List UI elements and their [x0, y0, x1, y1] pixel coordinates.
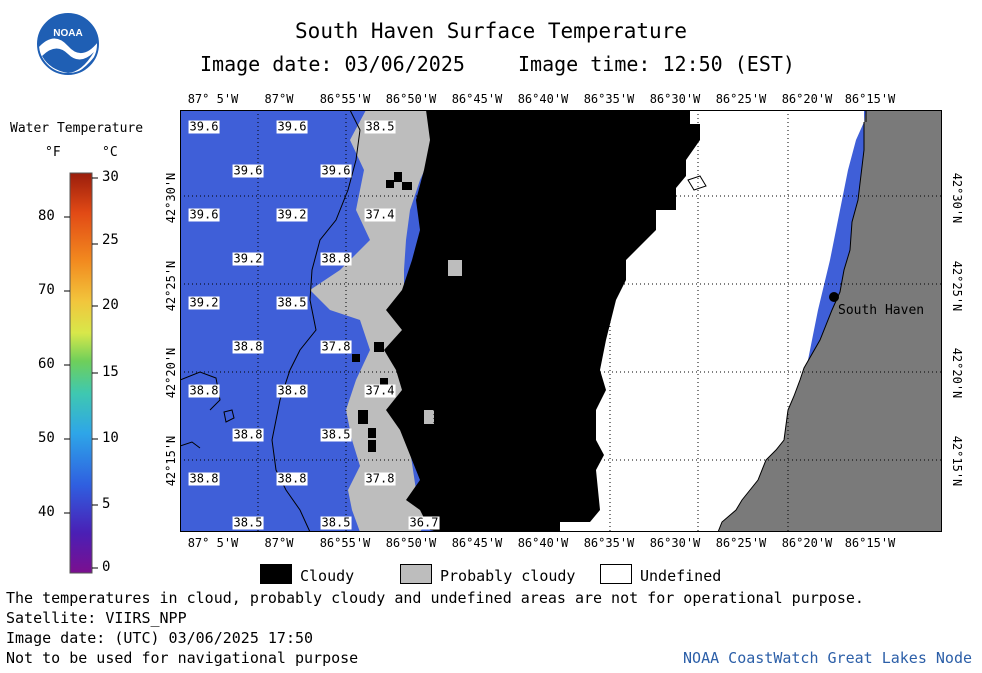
land-area [718, 110, 942, 532]
temperature-label: 38.8 [232, 427, 264, 442]
temperature-label: 38.8 [232, 339, 264, 354]
legend-f-tick: 80 [38, 208, 55, 224]
temperature-label: 37.8 [364, 471, 396, 486]
bottom-lon-label: 86°35'W [583, 536, 635, 550]
legend-unit-f: °F [45, 145, 61, 160]
temperature-label: 38.5 [276, 295, 308, 310]
top-lon-label: 86°30'W [649, 92, 701, 106]
top-lon-label: 86°55'W [319, 92, 371, 106]
temperature-label: 36.7 [408, 515, 440, 530]
top-lon-label: 87°W [264, 92, 294, 106]
image-date: Image date: 03/06/2025 [200, 52, 465, 76]
top-lon-label: 86°25'W [715, 92, 767, 106]
noaa-logo: NOAA [36, 12, 100, 76]
top-lon-label: 86°20'W [781, 92, 833, 106]
temperature-label: 38.8 [320, 251, 352, 266]
temperature-label: 38.8 [188, 383, 220, 398]
legend-c-tick: 5 [102, 496, 111, 512]
noaa-logo-text: NOAA [53, 28, 82, 39]
cloudy-area [384, 110, 700, 532]
right-lat-label: 42°15'N [950, 435, 964, 487]
temperature-label: 39.6 [320, 163, 352, 178]
image-time: Image time: 12:50 (EST) [518, 52, 795, 76]
temperature-label: 39.6 [188, 119, 220, 134]
legend-f-tick: 40 [38, 504, 55, 520]
top-lon-label: 86°15'W [844, 92, 896, 106]
temperature-label: 38.8 [276, 471, 308, 486]
temperature-label: 39.2 [232, 251, 264, 266]
bottom-lon-label: 86°50'W [385, 536, 437, 550]
left-lat-label: 42°20'N [164, 347, 178, 399]
key-undefined-label: Undefined [640, 567, 722, 585]
legend-c-tick: 25 [102, 232, 119, 248]
temperature-map [180, 110, 942, 532]
top-lon-label: 86°50'W [385, 92, 437, 106]
legend-title: Water Temperature [10, 121, 144, 136]
legend-c-tick: 15 [102, 364, 119, 380]
key-cloudy-label: Cloudy [300, 567, 355, 585]
temperature-label: 38.5 [364, 119, 396, 134]
bottom-lon-label: 86°20'W [781, 536, 833, 550]
legend-unit-c: °C [102, 145, 118, 160]
top-lon-label: 87° 5'W [187, 92, 239, 106]
bottom-lon-label: 86°55'W [319, 536, 371, 550]
color-scale-bar [64, 172, 98, 574]
legend-c-tick: 20 [102, 297, 119, 313]
legend-c-tick: 30 [102, 169, 119, 185]
footer-note: The temperatures in cloud, probably clou… [6, 589, 864, 607]
temperature-label: 38.5 [232, 515, 264, 530]
bottom-lon-label: 86°30'W [649, 536, 701, 550]
top-lon-label: 86°45'W [451, 92, 503, 106]
south-haven-marker [829, 292, 839, 302]
bottom-lon-label: 86°25'W [715, 536, 767, 550]
left-lat-label: 42°25'N [164, 260, 178, 312]
legend-c-tick: 0 [102, 559, 111, 575]
temperature-label: 37.4 [364, 207, 396, 222]
footer-satellite: Satellite: VIIRS_NPP [6, 609, 187, 627]
left-lat-label: 42°15'N [164, 435, 178, 487]
top-lon-label: 86°35'W [583, 92, 635, 106]
right-lat-label: 42°20'N [950, 347, 964, 399]
temperature-label: 39.6 [232, 163, 264, 178]
temperature-label: 38.8 [188, 471, 220, 486]
legend-f-tick: 50 [38, 430, 55, 446]
bottom-lon-label: 86°45'W [451, 536, 503, 550]
key-probably-cloudy-swatch [400, 564, 432, 584]
temperature-label: 38.5 [320, 515, 352, 530]
key-cloudy-swatch [260, 564, 292, 584]
bottom-lon-label: 87°W [264, 536, 294, 550]
temperature-label: 39.6 [276, 119, 308, 134]
legend-c-tick: 10 [102, 430, 119, 446]
right-lat-label: 42°25'N [950, 260, 964, 312]
page-title: South Haven Surface Temperature [295, 19, 687, 43]
temperature-label: 37.8 [320, 339, 352, 354]
bottom-lon-label: 87° 5'W [187, 536, 239, 550]
temperature-label: 38.5 [320, 427, 352, 442]
legend-f-tick: 70 [38, 282, 55, 298]
footer-credit: NOAA CoastWatch Great Lakes Node [683, 649, 972, 667]
footer-nav-warning: Not to be used for navigational purpose [6, 649, 359, 667]
temperature-label: 37.4 [364, 383, 396, 398]
bottom-lon-label: 86°40'W [517, 536, 569, 550]
temperature-label: 39.2 [276, 207, 308, 222]
footer-utc-date: Image date: (UTC) 03/06/2025 17:50 [6, 629, 314, 647]
key-undefined-swatch [600, 564, 632, 584]
key-probably-cloudy-label: Probably cloudy [440, 567, 576, 585]
bottom-lon-label: 86°15'W [844, 536, 896, 550]
left-lat-label: 42°30'N [164, 172, 178, 224]
legend-f-tick: 60 [38, 356, 55, 372]
temperature-label: 39.6 [188, 207, 220, 222]
temperature-label: 38.8 [276, 383, 308, 398]
right-lat-label: 42°30'N [950, 172, 964, 224]
place-label-south-haven: South Haven [838, 303, 925, 318]
temperature-label: 39.2 [188, 295, 220, 310]
top-lon-label: 86°40'W [517, 92, 569, 106]
